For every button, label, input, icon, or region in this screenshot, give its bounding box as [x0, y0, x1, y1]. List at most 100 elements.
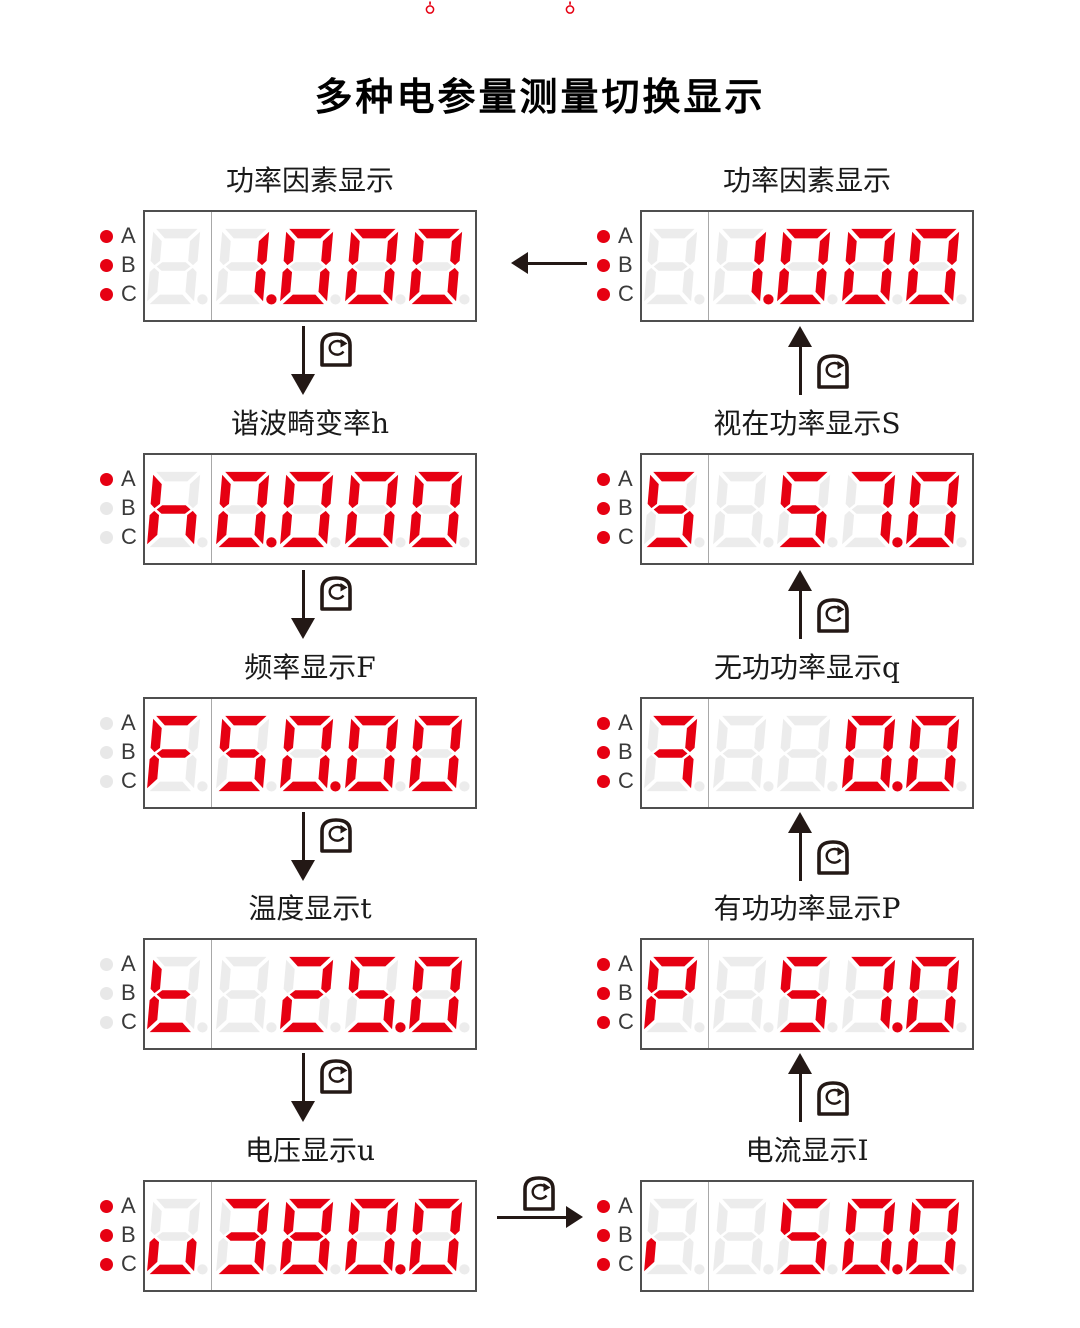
arrow-head-up-icon	[788, 326, 812, 347]
seven-seg-digit	[408, 471, 470, 548]
seven-seg-digit	[280, 715, 341, 792]
indicator-dot	[597, 287, 610, 301]
seven-seg-digit	[905, 471, 967, 548]
indicator-label: C	[618, 1009, 634, 1034]
cycle-key-icon	[817, 840, 849, 875]
seven-seg-digit	[280, 1198, 341, 1275]
indicator-dot	[597, 472, 610, 486]
mode-digit	[145, 1182, 212, 1290]
seven-segment-display	[143, 938, 477, 1050]
indicator-label: B	[121, 739, 136, 764]
indicator-label: A	[618, 710, 633, 735]
seven-segment-display	[143, 697, 477, 809]
seven-segment-display	[640, 1180, 974, 1292]
value-digits	[709, 455, 972, 563]
arrow-shaft	[525, 262, 587, 265]
indicator-label: C	[121, 768, 137, 793]
seven-seg-digit	[216, 228, 277, 305]
indicator-dot	[100, 1015, 113, 1029]
value-digits	[212, 699, 475, 807]
display-title: 无功功率显示q	[714, 651, 900, 684]
value-digits	[212, 1182, 475, 1290]
arrow-head-up-icon	[788, 570, 812, 591]
seven-segment-display	[640, 210, 974, 322]
seven-seg-digit	[147, 228, 208, 305]
arrow-shaft	[799, 831, 802, 881]
display-title: 电流显示I	[745, 1134, 869, 1167]
transition-arrow-down	[290, 326, 356, 398]
arrow-shaft	[302, 1053, 305, 1103]
arrow-shaft	[302, 326, 305, 376]
seven-seg-digit	[841, 471, 903, 548]
indicator-label: C	[121, 281, 137, 306]
arrow-head-up-icon	[788, 1053, 812, 1074]
indicator-dot	[100, 716, 113, 730]
indicator-label: A	[121, 223, 136, 248]
phase-c-indicator: C	[100, 1250, 143, 1279]
value-digits	[212, 455, 475, 563]
indicator-label: A	[618, 951, 633, 976]
value-digits	[709, 212, 972, 320]
arrow-head-left-icon	[511, 252, 528, 274]
indicator-dot	[100, 501, 113, 515]
value-digits	[709, 1182, 972, 1290]
seven-seg-digit	[644, 956, 705, 1033]
mode-digit	[145, 212, 212, 320]
seven-seg-digit	[280, 956, 341, 1033]
phase-a-indicator: A	[597, 1192, 640, 1221]
indicator-label: C	[618, 1251, 634, 1276]
display-title: 视在功率显示S	[713, 407, 901, 440]
indicator-dot	[597, 1199, 610, 1213]
indicator-label: C	[121, 1009, 137, 1034]
transition-arrow-down	[290, 1053, 356, 1125]
phase-c-indicator: C	[597, 280, 640, 309]
indicator-dot	[597, 1257, 610, 1271]
indicator-dot	[100, 1228, 113, 1242]
indicator-label: C	[121, 1251, 137, 1276]
phase-b-indicator: B	[100, 251, 143, 280]
indicator-label: B	[121, 495, 136, 520]
transition-arrow-up	[787, 570, 853, 642]
seven-seg-digit	[344, 228, 406, 305]
seven-seg-digit	[147, 956, 208, 1033]
phase-a-indicator: A	[597, 222, 640, 251]
indicator-dot	[597, 716, 610, 730]
seven-seg-digit	[147, 1198, 208, 1275]
indicator-label: A	[618, 1193, 633, 1218]
seven-seg-digit	[216, 715, 277, 792]
arrow-head-down-icon	[291, 1101, 315, 1122]
indicator-label: A	[618, 223, 633, 248]
indicator-dot	[100, 258, 113, 272]
indicator-label: B	[618, 980, 633, 1005]
page-title: 多种电参量测量切换显示	[314, 75, 766, 119]
display-title: 功率因素显示	[225, 164, 394, 197]
mode-digit	[145, 699, 212, 807]
cycle-key-icon	[320, 576, 352, 611]
indicator-dot	[100, 1199, 113, 1213]
phase-b-indicator: B	[597, 979, 640, 1008]
seven-seg-digit	[905, 228, 967, 305]
seven-segment-display	[640, 697, 974, 809]
seven-segment-display	[640, 453, 974, 565]
display-title: 功率因素显示	[722, 164, 891, 197]
cycle-key-icon	[320, 332, 352, 367]
indicator-label: A	[618, 466, 633, 491]
indicator-label: B	[121, 980, 136, 1005]
seven-seg-digit	[777, 228, 838, 305]
seven-seg-digit	[905, 715, 967, 792]
seven-seg-digit	[713, 471, 774, 548]
phase-b-indicator: B	[597, 738, 640, 767]
phase-b-indicator: B	[100, 494, 143, 523]
value-digits	[212, 212, 475, 320]
arrow-shaft	[302, 812, 305, 862]
